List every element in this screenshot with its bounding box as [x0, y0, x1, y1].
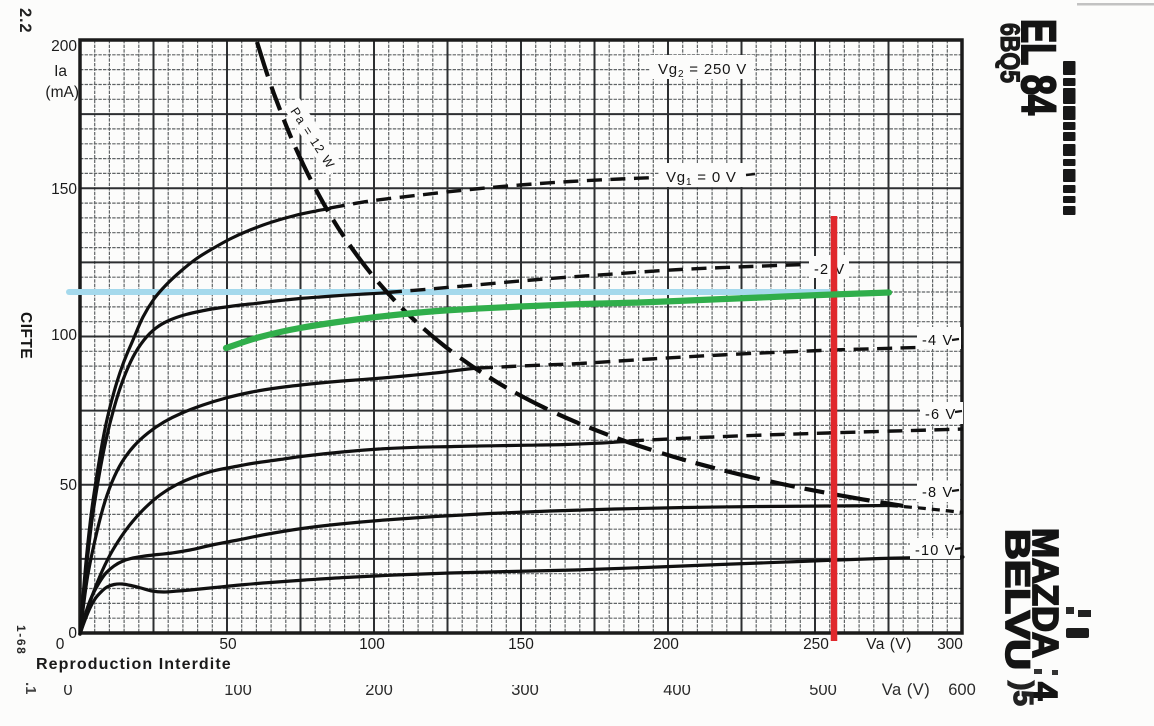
svg-text:-2 V: -2 V — [814, 262, 845, 278]
svg-text:150: 150 — [508, 636, 534, 653]
svg-text:6BQ5: 6BQ5 — [995, 23, 1025, 83]
svg-text:300: 300 — [937, 636, 963, 653]
svg-text:Ia: Ia — [54, 63, 67, 80]
svg-text:EL 84: EL 84 — [1011, 19, 1064, 115]
svg-text:MAZDA: MAZDA — [1025, 528, 1066, 658]
svg-text:600: 600 — [948, 681, 976, 699]
svg-text:0: 0 — [56, 636, 65, 653]
svg-text:50: 50 — [60, 477, 78, 494]
svg-text:-8 V: -8 V — [922, 485, 953, 501]
svg-text:BELVU: BELVU — [998, 529, 1036, 670]
svg-text:50: 50 — [219, 636, 237, 653]
svg-text:1-68: 1-68 — [14, 625, 28, 655]
svg-text:(mA): (mA) — [45, 84, 79, 101]
svg-text:Vg2 = 250 V: Vg2 = 250 V — [658, 61, 747, 80]
svg-text:200: 200 — [653, 636, 679, 653]
svg-text:.1: .1 — [22, 682, 39, 695]
svg-text:-6 V: -6 V — [925, 407, 956, 423]
svg-text:400: 400 — [663, 681, 691, 699]
svg-text:)5: )5 — [1008, 681, 1039, 706]
svg-text:200: 200 — [365, 681, 393, 699]
svg-text:2.2: 2.2 — [16, 8, 34, 33]
svg-text:4: 4 — [1027, 682, 1064, 701]
svg-text:Vg1 = 0 V: Vg1 = 0 V — [666, 169, 737, 188]
svg-text:150: 150 — [51, 181, 77, 198]
svg-text:0: 0 — [63, 681, 72, 699]
svg-text:100: 100 — [359, 636, 385, 653]
svg-text:100: 100 — [51, 327, 77, 344]
svg-text:CIFTE: CIFTE — [17, 312, 34, 359]
svg-text:500: 500 — [809, 681, 837, 699]
svg-text:250: 250 — [803, 636, 829, 653]
svg-text:-10 V: -10 V — [915, 543, 956, 559]
svg-text:Va (V): Va (V) — [866, 636, 912, 653]
svg-text:100: 100 — [224, 681, 252, 699]
svg-text:200: 200 — [51, 38, 77, 55]
svg-text:300: 300 — [511, 681, 539, 699]
svg-text:0: 0 — [68, 625, 77, 642]
svg-text:Va (V): Va (V) — [882, 681, 931, 699]
svg-text:Reproduction Interdite: Reproduction Interdite — [36, 656, 232, 673]
svg-text:-4 V: -4 V — [922, 333, 953, 349]
